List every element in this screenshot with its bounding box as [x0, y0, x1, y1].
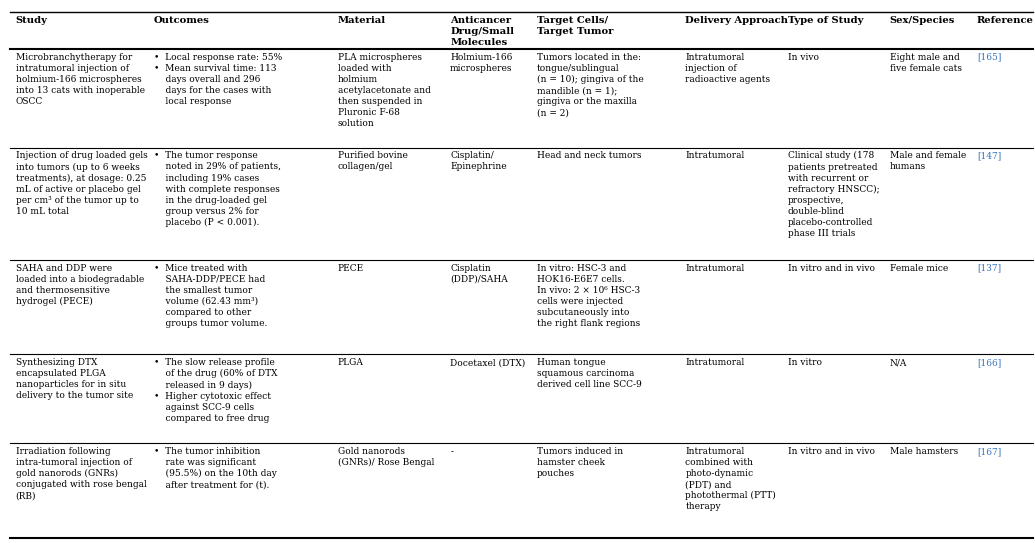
- Text: Microbranchytherapy for
intratumoral injection of
holmium-166 microspheres
into : Microbranchytherapy for intratumoral inj…: [16, 53, 145, 106]
- Text: Tumors induced in
hamster cheek
pouches: Tumors induced in hamster cheek pouches: [537, 447, 623, 478]
- Text: [166]: [166]: [977, 358, 1001, 367]
- Text: PLGA: PLGA: [337, 358, 363, 367]
- Text: Intratumoral: Intratumoral: [685, 358, 744, 367]
- Text: PLA microspheres
loaded with
holmium
acetylacetonate and
then suspended in
Pluro: PLA microspheres loaded with holmium ace…: [337, 53, 431, 128]
- Text: Female mice: Female mice: [890, 264, 948, 273]
- Text: •  The tumor response
    noted in 29% of patients,
    including 19% cases
    : • The tumor response noted in 29% of pat…: [153, 151, 280, 227]
- Text: Outcomes: Outcomes: [153, 16, 209, 25]
- Text: [147]: [147]: [977, 151, 1001, 160]
- Text: In vitro: HSC-3 and
HOK16-E6E7 cells.
In vivo: 2 × 10⁶ HSC-3
cells were injected: In vitro: HSC-3 and HOK16-E6E7 cells. In…: [537, 264, 641, 328]
- Text: [165]: [165]: [977, 53, 1001, 62]
- Text: Docetaxel (DTX): Docetaxel (DTX): [450, 358, 526, 367]
- Text: Irradiation following
intra-tumoral injection of
gold nanorods (GNRs)
conjugated: Irradiation following intra-tumoral inje…: [16, 447, 146, 501]
- Text: Sex/Species: Sex/Species: [890, 16, 955, 25]
- Text: Human tongue
squamous carcinoma
derived cell line SCC-9: Human tongue squamous carcinoma derived …: [537, 358, 642, 389]
- Text: Tumors located in the:
tongue/sublingual
(n = 10); gingiva of the
mandible (n = : Tumors located in the: tongue/sublingual…: [537, 53, 644, 117]
- Text: Material: Material: [337, 16, 386, 25]
- Text: In vitro and in vivo: In vitro and in vivo: [788, 264, 875, 273]
- Text: [137]: [137]: [977, 264, 1001, 273]
- Text: In vivo: In vivo: [788, 53, 819, 62]
- Text: Type of Study: Type of Study: [788, 16, 863, 25]
- Text: Synthesizing DTX
encapsulated PLGA
nanoparticles for in situ
delivery to the tum: Synthesizing DTX encapsulated PLGA nanop…: [16, 358, 132, 401]
- Text: PECE: PECE: [337, 264, 364, 273]
- Text: Holmium-166
microspheres: Holmium-166 microspheres: [450, 53, 512, 73]
- Text: Intratumoral
injection of
radioactive agents: Intratumoral injection of radioactive ag…: [685, 53, 770, 84]
- Text: Study: Study: [16, 16, 48, 25]
- Text: Delivery Approach: Delivery Approach: [685, 16, 789, 25]
- Text: Cisplatin/
Epinephrine: Cisplatin/ Epinephrine: [450, 151, 507, 172]
- Text: In vitro: In vitro: [788, 358, 822, 367]
- Text: Intratumoral: Intratumoral: [685, 151, 744, 160]
- Text: Purified bovine
collagen/gel: Purified bovine collagen/gel: [337, 151, 408, 172]
- Text: Male hamsters: Male hamsters: [890, 447, 958, 456]
- Text: Anticancer
Drug/Small
Molecules: Anticancer Drug/Small Molecules: [450, 16, 514, 47]
- Text: Injection of drug loaded gels
into tumors (up to 6 weeks
treatments), at dosage:: Injection of drug loaded gels into tumor…: [16, 151, 147, 216]
- Text: Target Cells/
Target Tumor: Target Cells/ Target Tumor: [537, 16, 614, 36]
- Text: •  Local response rate: 55%
•  Mean survival time: 113
    days overall and 296
: • Local response rate: 55% • Mean surviv…: [153, 53, 282, 106]
- Text: In vitro and in vivo: In vitro and in vivo: [788, 447, 875, 456]
- Text: Reference: Reference: [977, 16, 1034, 25]
- Text: Gold nanorods
(GNRs)/ Rose Bengal: Gold nanorods (GNRs)/ Rose Bengal: [337, 447, 434, 467]
- Text: -: -: [450, 447, 453, 456]
- Text: •  The slow release profile
    of the drug (60% of DTX
    released in 9 days)
: • The slow release profile of the drug (…: [153, 358, 277, 423]
- Text: •  Mice treated with
    SAHA-DDP/PECE had
    the smallest tumor
    volume (62: • Mice treated with SAHA-DDP/PECE had th…: [153, 264, 267, 328]
- Text: SAHA and DDP were
loaded into a biodegradable
and thermosensitive
hydrogel (PECE: SAHA and DDP were loaded into a biodegra…: [16, 264, 144, 306]
- Text: [167]: [167]: [977, 447, 1001, 456]
- Text: N/A: N/A: [890, 358, 908, 367]
- Text: Clinical study (178
patients pretreated
with recurrent or
refractory HNSCC);
pro: Clinical study (178 patients pretreated …: [788, 151, 879, 238]
- Text: Intratumoral: Intratumoral: [685, 264, 744, 273]
- Text: Cisplatin
(DDP)/SAHA: Cisplatin (DDP)/SAHA: [450, 264, 508, 284]
- Text: Eight male and
five female cats: Eight male and five female cats: [890, 53, 962, 73]
- Text: Male and female
humans: Male and female humans: [890, 151, 966, 172]
- Text: •  The tumor inhibition
    rate was significant
    (95.5%) on the 10th day
   : • The tumor inhibition rate was signific…: [153, 447, 276, 489]
- Text: Intratumoral
combined with
photo-dynamic
(PDT) and
photothermal (PTT)
therapy: Intratumoral combined with photo-dynamic…: [685, 447, 776, 512]
- Text: Head and neck tumors: Head and neck tumors: [537, 151, 642, 160]
